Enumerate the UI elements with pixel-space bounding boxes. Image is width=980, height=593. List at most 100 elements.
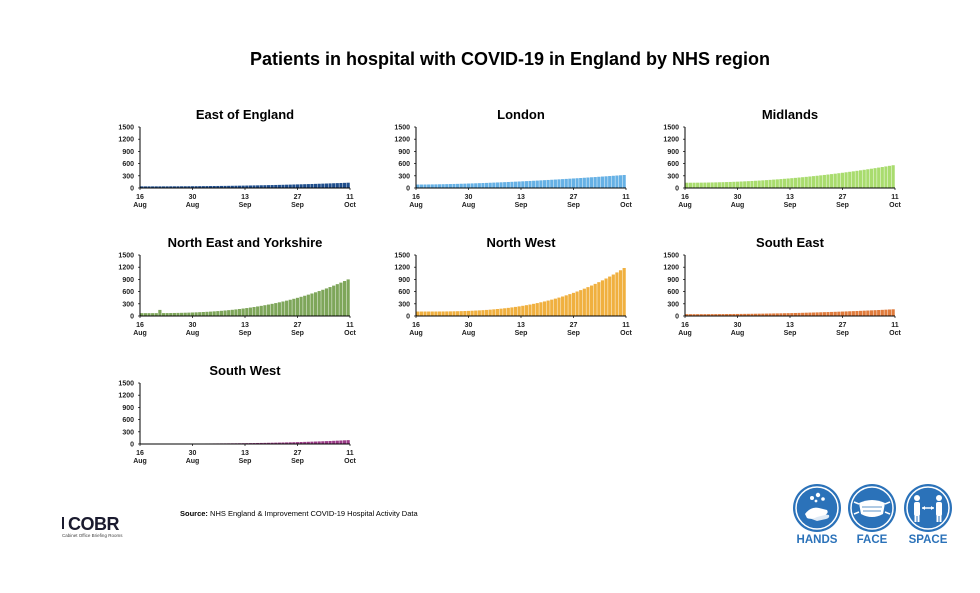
bar [263,305,267,316]
bar [437,311,442,316]
bar [234,309,238,316]
bar [589,285,594,316]
bar [891,309,895,316]
bar [837,173,841,188]
y-tick-label: 900 [122,405,134,412]
x-tick-day: 11 [891,194,899,201]
bar [328,287,332,316]
bar [147,186,151,188]
bar [313,292,318,316]
bar [546,179,550,188]
bar [463,311,467,316]
bar [216,311,220,316]
bar [292,442,296,444]
page-title: Patients in hospital with COVID-19 in En… [249,49,771,69]
bar [234,185,238,188]
bar [869,310,874,316]
bar [335,440,339,444]
bar [553,298,557,316]
campaign-space: SPACE [903,484,953,546]
bar [459,183,463,188]
bar [721,182,725,188]
bar [263,185,267,188]
bar [750,180,754,188]
bar [887,309,892,316]
bar [292,298,296,316]
bar [830,311,834,316]
chart-title: East of England [196,107,294,122]
bar [793,312,797,316]
bar [477,310,481,316]
bar [557,179,561,188]
bar [706,314,711,316]
bar [880,309,884,316]
x-tick-day: 27 [294,322,302,329]
x-tick-month: Aug [462,202,476,209]
bar [456,183,460,188]
bar [786,178,790,188]
bar [869,168,874,188]
bar [735,313,740,316]
x-tick-month: Sep [239,330,252,337]
bar [151,313,155,316]
bar [187,312,191,316]
y-tick-label: 0 [406,314,410,321]
bar [557,297,561,316]
bar [568,294,572,316]
bar [445,311,449,316]
bar [434,311,438,316]
bar [811,312,816,316]
x-tick-month: Sep [515,202,528,209]
x-tick-day: 13 [786,322,794,329]
bar [808,312,812,316]
bar [208,186,213,188]
bar [714,314,718,316]
bar [161,186,166,188]
y-tick-label: 0 [675,314,679,321]
bar [328,440,332,444]
bar [717,314,721,316]
bar [339,440,343,444]
bar [815,312,819,316]
bar [532,180,536,188]
bar [862,169,866,188]
x-tick-day: 11 [622,194,630,201]
bar [611,274,615,316]
bar [826,312,830,316]
bar [532,303,536,316]
bar [317,441,321,444]
bar [452,311,456,316]
bar [542,180,547,188]
bar [858,170,863,188]
bar [237,185,242,188]
bar [597,176,601,188]
chart-title: North East and Yorkshire [168,235,323,250]
bar [285,300,289,316]
y-tick-label: 1200 [394,137,410,144]
bar [339,282,343,316]
bar [324,288,329,316]
bar [488,309,492,316]
bar [855,310,859,316]
bar [746,181,750,188]
bar [503,182,507,188]
x-tick-month: Sep [291,330,304,337]
bar [884,166,888,188]
logo-text: COBR [68,514,120,534]
x-tick-day: 11 [891,322,899,329]
bar [510,181,514,188]
x-tick-month: Oct [889,330,901,337]
bar [332,183,336,188]
bar [310,183,314,188]
bar [685,182,689,188]
bar [790,178,794,188]
bar [611,175,615,188]
bar [201,186,205,188]
bar [790,313,794,316]
bar [448,184,452,188]
bar [884,309,888,316]
bar [564,295,568,316]
x-tick-month: Sep [836,330,849,337]
bar [750,313,754,316]
bar [757,313,761,316]
